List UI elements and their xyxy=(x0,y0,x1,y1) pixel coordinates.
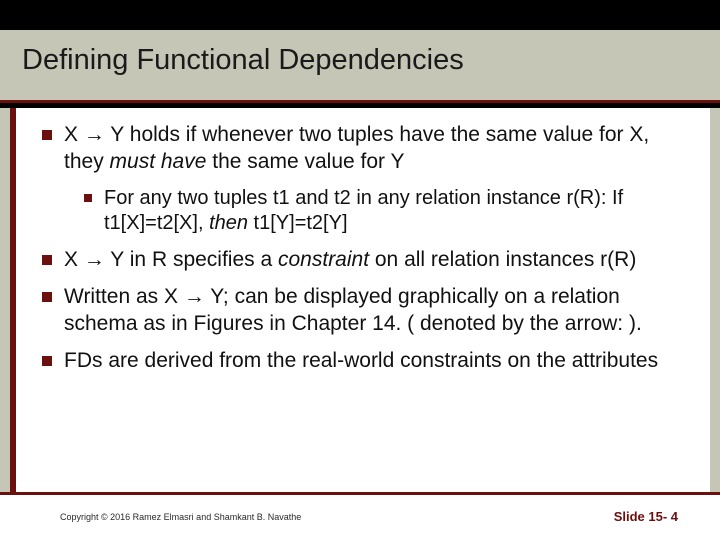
left-stripe xyxy=(0,108,10,492)
list-item: X → Y holds if whenever two tuples have … xyxy=(38,122,680,237)
bullet-list-level2: For any two tuples t1 and t2 in any rela… xyxy=(64,186,680,237)
footer: Copyright © 2016 Ramez Elmasri and Shamk… xyxy=(0,492,720,540)
text-segment: the same value for Y xyxy=(206,150,404,173)
copyright-text: Copyright © 2016 Ramez Elmasri and Shamk… xyxy=(60,512,301,522)
list-item: FDs are derived from the real-world cons… xyxy=(38,348,680,375)
text-segment: t1[Y]=t2[Y] xyxy=(248,212,348,234)
title-band: Defining Functional Dependencies xyxy=(0,30,720,102)
slide-number: Slide 15- 4 xyxy=(614,509,678,524)
text-segment: X → Y in R specifies a xyxy=(64,248,278,271)
text-segment-italic: then xyxy=(209,212,248,234)
slide: Defining Functional Dependencies X → Y h… xyxy=(0,0,720,540)
text-segment: For any two tuples t1 and t2 in any rela… xyxy=(104,187,623,235)
title-rule xyxy=(0,100,720,103)
text-segment-italic: must have xyxy=(110,150,207,173)
right-stripe xyxy=(710,108,720,492)
text-segment: Written as X → Y; can be displayed graph… xyxy=(64,285,642,335)
slide-title: Defining Functional Dependencies xyxy=(22,44,698,77)
text-segment: FDs are derived from the real-world cons… xyxy=(64,349,658,372)
bullet-list-level1: X → Y holds if whenever two tuples have … xyxy=(38,122,680,374)
list-item: X → Y in R specifies a constraint on all… xyxy=(38,247,680,274)
text-segment-italic: constraint xyxy=(278,248,369,271)
text-segment: on all relation instances r(R) xyxy=(369,248,636,271)
list-item: Written as X → Y; can be displayed graph… xyxy=(38,284,680,338)
content-area: X → Y holds if whenever two tuples have … xyxy=(10,108,710,492)
list-item: For any two tuples t1 and t2 in any rela… xyxy=(64,186,680,237)
